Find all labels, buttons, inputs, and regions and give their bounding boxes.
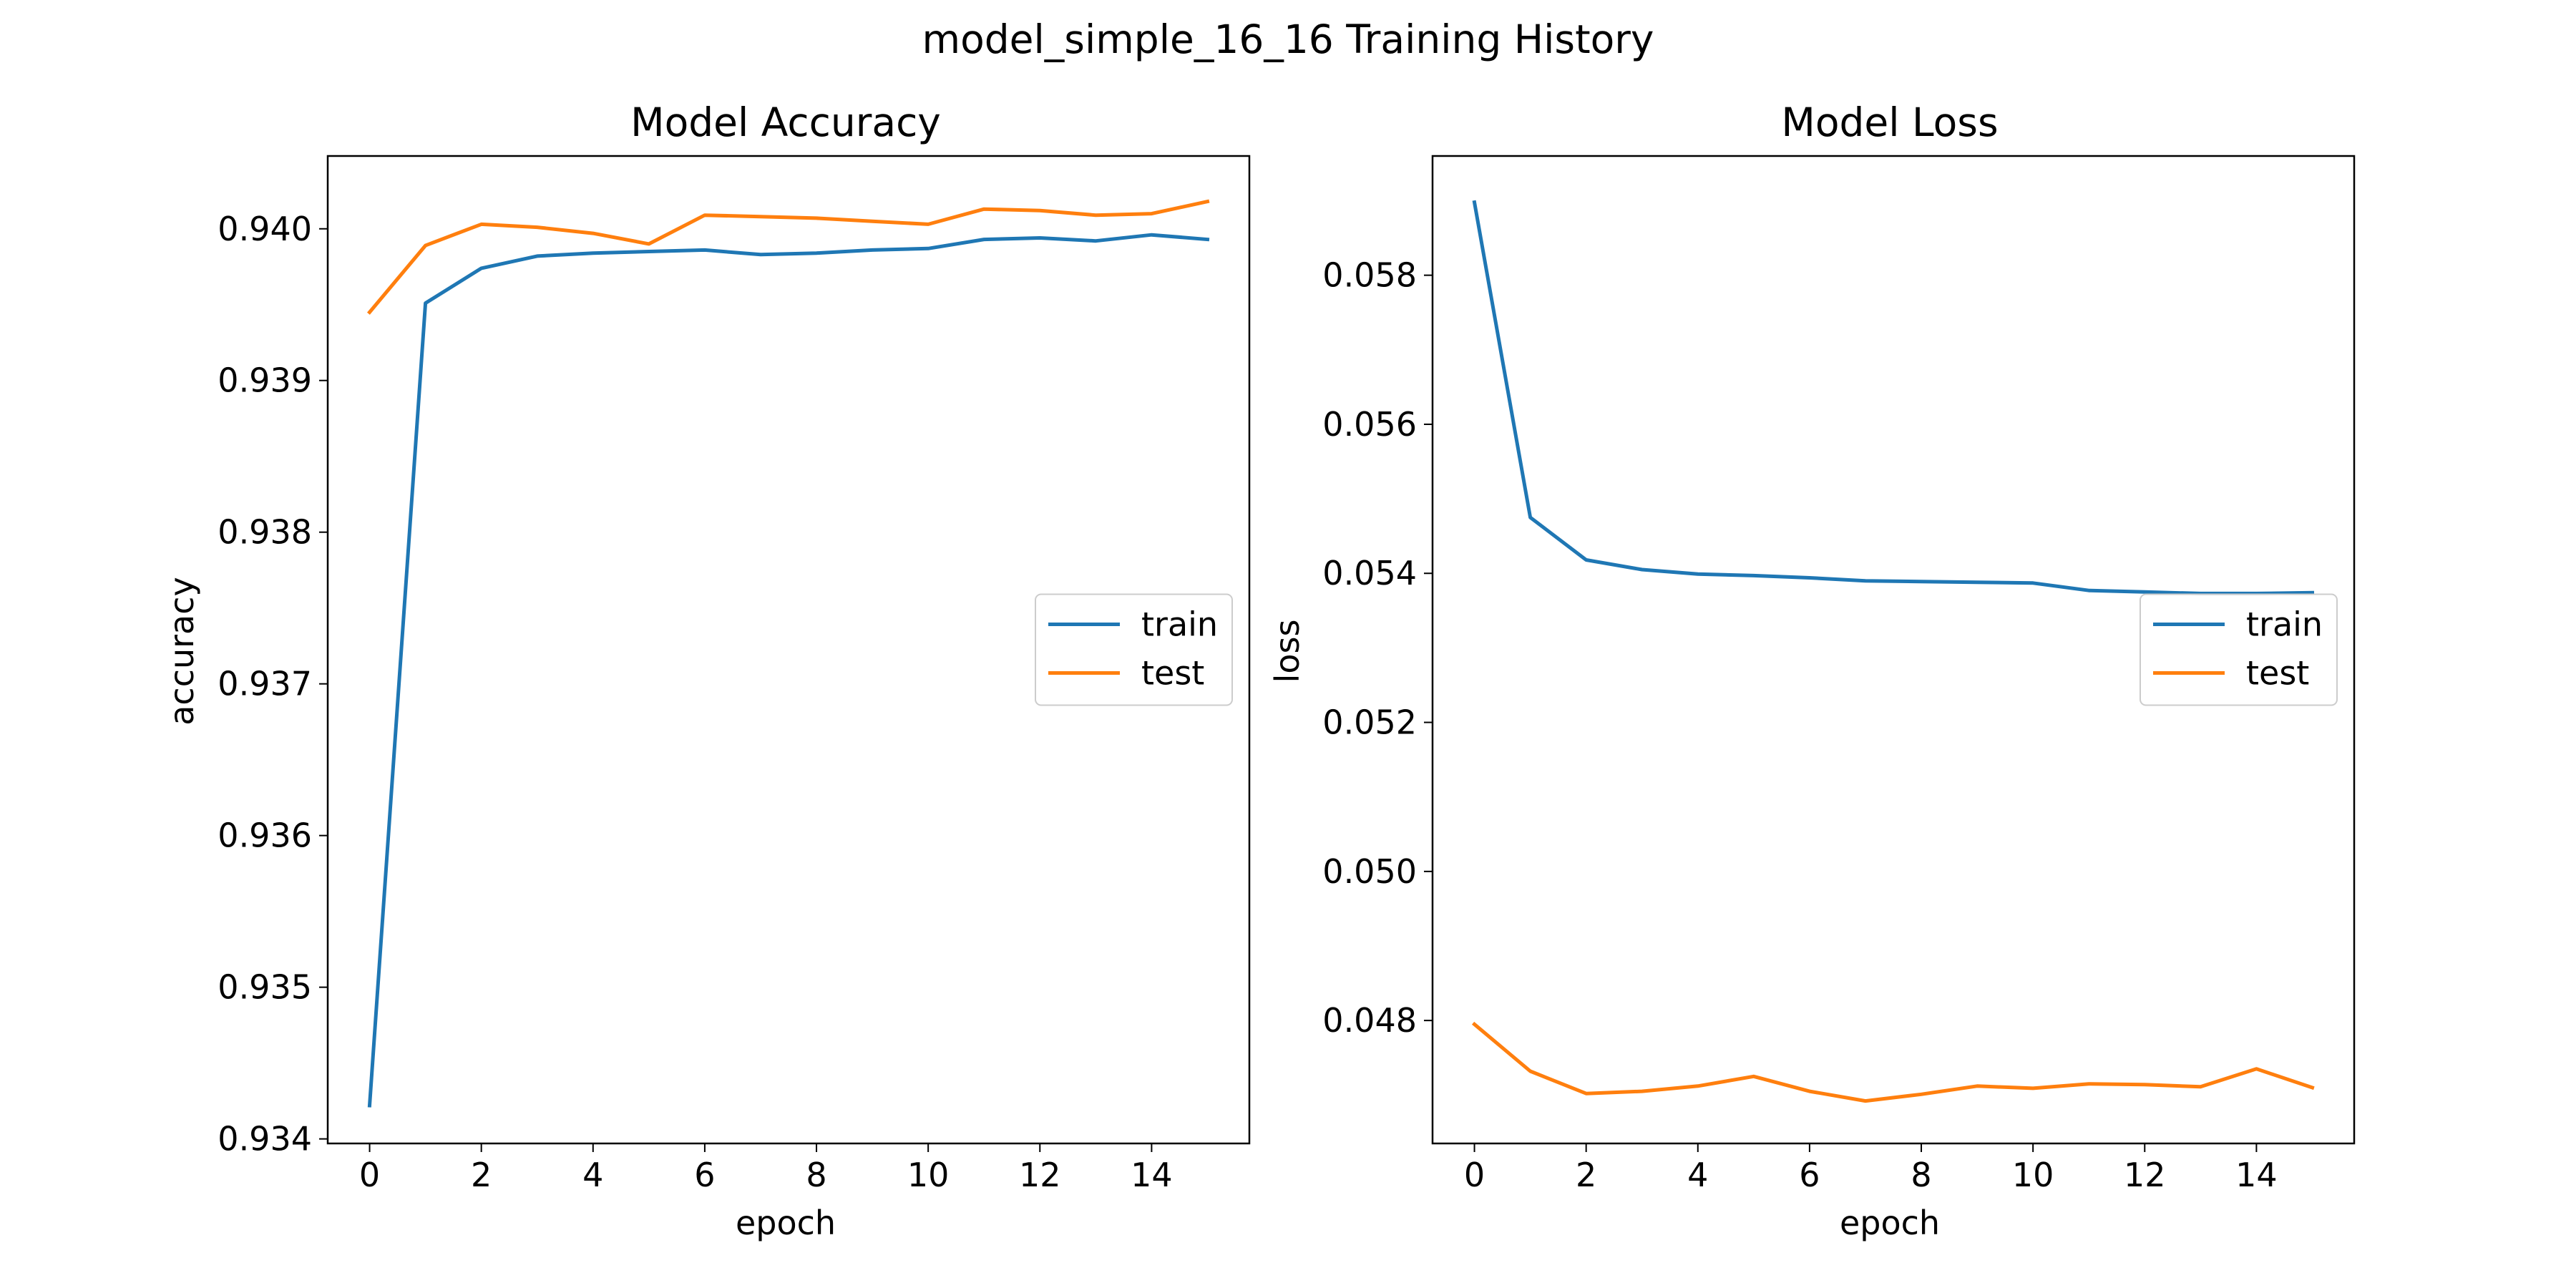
accuracy-subplot: Model Accuracy epoch accuracy 0 2 4 6 8 10 12 1… xyxy=(162,99,1251,1242)
accuracy-y-tick-label: 0.935 xyxy=(218,968,312,1007)
accuracy-x-tick-label: 14 xyxy=(1131,1156,1173,1194)
loss-x-tick-label: 14 xyxy=(2235,1156,2278,1194)
loss-y-tick-label: 0.058 xyxy=(1322,256,1417,295)
loss-x-axis-label: epoch xyxy=(1840,1204,1940,1242)
accuracy-legend-label-test: test xyxy=(1141,654,1204,693)
loss-x-tick-label: 8 xyxy=(1911,1156,1931,1194)
loss-subplot: Model Loss epoch loss 0 2 4 6 8 10 12 14 0.048 0.… xyxy=(1268,99,2356,1242)
loss-y-tick-label: 0.056 xyxy=(1322,405,1417,444)
accuracy-x-tick-label: 10 xyxy=(907,1156,950,1194)
loss-x-tick-label: 12 xyxy=(2124,1156,2166,1194)
loss-x-tick-label: 0 xyxy=(1464,1156,1485,1194)
loss-legend: train test xyxy=(2140,593,2338,706)
accuracy-x-tick-label: 12 xyxy=(1019,1156,1061,1194)
accuracy-x-tick-label: 8 xyxy=(806,1156,826,1194)
loss-legend-label-train: train xyxy=(2246,605,2323,644)
accuracy-y-tick-label: 0.940 xyxy=(218,210,312,248)
loss-series-train-line xyxy=(1472,200,2315,595)
accuracy-x-tick-label: 0 xyxy=(359,1156,380,1194)
accuracy-y-tick-label: 0.938 xyxy=(218,513,312,552)
loss-axes-frame xyxy=(1431,155,2356,1145)
accuracy-series-train-line xyxy=(367,233,1210,1108)
accuracy-legend-label-train: train xyxy=(1141,605,1218,644)
loss-y-tick-label: 0.054 xyxy=(1322,554,1417,592)
loss-x-tick-label: 2 xyxy=(1576,1156,1596,1194)
loss-y-tick-label: 0.048 xyxy=(1322,1001,1417,1040)
loss-legend-label-test: test xyxy=(2246,654,2309,693)
loss-y-tick-label: 0.052 xyxy=(1322,703,1417,742)
accuracy-legend-box xyxy=(1035,593,1233,706)
accuracy-y-tick-label: 0.937 xyxy=(218,665,312,703)
loss-x-tick-label: 4 xyxy=(1687,1156,1708,1194)
loss-series-test-line xyxy=(1471,1021,2315,1103)
accuracy-subplot-title: Model Accuracy xyxy=(630,99,941,145)
accuracy-legend: train test xyxy=(1035,593,1233,706)
accuracy-x-axis-label: epoch xyxy=(736,1204,836,1242)
accuracy-y-tick-label: 0.939 xyxy=(218,361,312,400)
accuracy-y-axis-label: accuracy xyxy=(162,577,201,726)
accuracy-x-tick-label: 2 xyxy=(471,1156,492,1194)
accuracy-x-tick-label: 4 xyxy=(582,1156,603,1194)
loss-y-axis-label: loss xyxy=(1268,620,1307,683)
loss-y-tick-label: 0.050 xyxy=(1322,852,1417,891)
accuracy-y-tick-label: 0.934 xyxy=(218,1120,312,1158)
accuracy-axes-frame xyxy=(326,155,1251,1145)
loss-x-tick-label: 6 xyxy=(1799,1156,1820,1194)
accuracy-y-tick-label: 0.936 xyxy=(218,816,312,855)
figure-suptitle: model_simple_16_16 Training History xyxy=(922,16,1654,62)
loss-x-tick-label: 10 xyxy=(2012,1156,2054,1194)
loss-legend-box xyxy=(2140,593,2338,706)
accuracy-series-test-line xyxy=(366,199,1210,315)
accuracy-x-tick-label: 6 xyxy=(694,1156,715,1194)
loss-subplot-title: Model Loss xyxy=(1781,99,1998,145)
